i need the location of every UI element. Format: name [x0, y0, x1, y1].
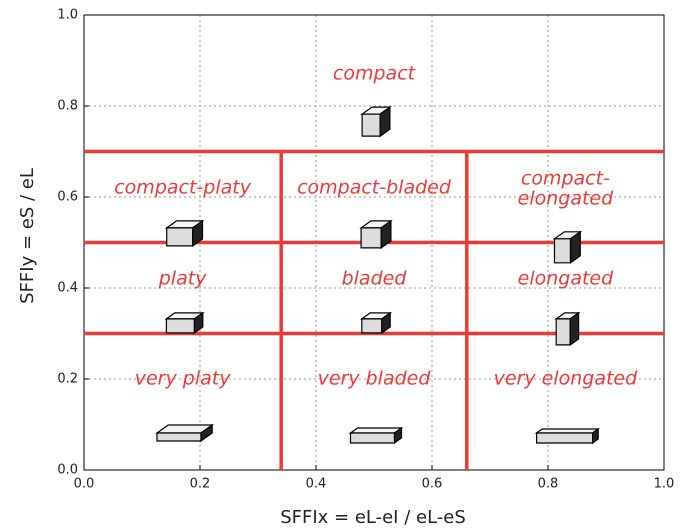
region-label: compact-bladed — [297, 176, 452, 198]
y-tick-label: 0.0 — [57, 463, 78, 478]
block-side — [200, 423, 213, 443]
x-axis-label: SFFIx = eL-eI / eL-eS — [280, 507, 466, 528]
block-front — [555, 318, 571, 346]
x-tick-label: 1.0 — [654, 477, 675, 492]
region-label: compact- — [521, 167, 610, 189]
block-front — [360, 227, 382, 249]
region-label: compact — [333, 63, 417, 85]
block-icon — [554, 311, 581, 347]
block-front — [361, 113, 381, 137]
y-tick-label: 0.6 — [57, 190, 78, 205]
block-side — [193, 311, 204, 335]
block-side — [379, 105, 391, 138]
block-front — [166, 227, 194, 247]
block-icon — [348, 426, 404, 445]
block-front — [535, 432, 594, 444]
block-side — [381, 311, 391, 335]
block-icon — [164, 311, 205, 335]
block-front — [165, 318, 195, 334]
block-front — [361, 318, 383, 334]
x-tick-label: 0.2 — [190, 477, 211, 492]
x-tick-label: 0.0 — [74, 477, 95, 492]
region-label: compact-platy — [114, 176, 251, 198]
block-icon — [534, 427, 601, 445]
region-label: elongated — [518, 267, 614, 289]
block-icon — [552, 230, 583, 264]
block-top — [348, 427, 404, 434]
x-tick-label: 0.8 — [538, 477, 559, 492]
block-side — [569, 311, 580, 347]
x-tick-label: 0.4 — [306, 477, 327, 492]
region-label: platy — [158, 267, 207, 289]
block-side — [380, 219, 392, 250]
block-front — [156, 432, 202, 442]
y-tick-label: 1.0 — [57, 8, 78, 23]
block-side — [591, 427, 599, 445]
region-label: very bladed — [318, 368, 432, 390]
region-label: bladed — [342, 267, 408, 289]
block-icon — [155, 423, 215, 443]
block-front — [553, 238, 572, 264]
x-tick-label: 0.6 — [422, 477, 443, 492]
block-front — [349, 432, 396, 444]
region-label: very platy — [135, 368, 231, 390]
block-icon — [359, 311, 393, 335]
block-side — [569, 230, 581, 264]
region-label: elongated — [518, 187, 614, 209]
block-side — [393, 426, 403, 445]
block-icon — [164, 219, 205, 248]
block-icon — [360, 105, 392, 138]
y-tick-label: 0.2 — [57, 372, 78, 387]
region-label: very elongated — [494, 368, 639, 390]
block-icon — [359, 219, 393, 250]
y-tick-label: 0.4 — [57, 281, 78, 296]
y-axis-label: SFFIy = eS / eL — [17, 168, 38, 304]
block-side — [192, 219, 204, 248]
y-tick-label: 0.8 — [57, 99, 78, 114]
